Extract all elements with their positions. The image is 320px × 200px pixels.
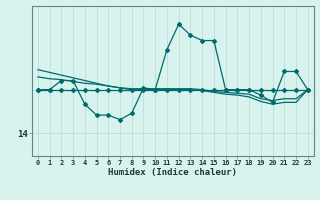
X-axis label: Humidex (Indice chaleur): Humidex (Indice chaleur) [108, 168, 237, 177]
